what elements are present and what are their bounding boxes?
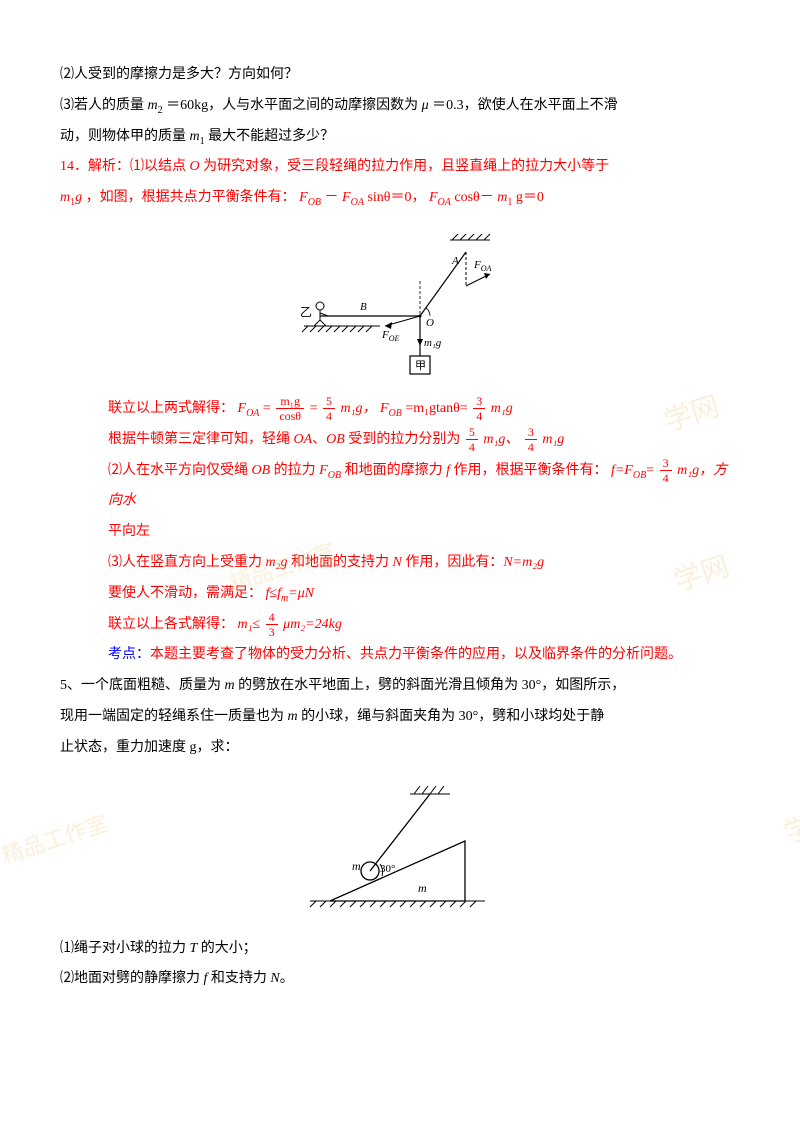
q5-part2: ⑵地面对劈的静摩擦力 f 和支持力 N。 bbox=[60, 964, 740, 995]
watermark: 精品工作室 bbox=[0, 800, 115, 880]
var-m2: m bbox=[148, 98, 158, 113]
sub: 2 bbox=[158, 105, 163, 116]
text: sinθ＝0， bbox=[367, 190, 425, 205]
sol-part3-b: 要使人不滑动，需满足： f≤fm=μN bbox=[108, 579, 740, 610]
label-jia: 甲 bbox=[415, 360, 426, 372]
label-person: 乙 bbox=[300, 305, 312, 319]
label-angle: 30° bbox=[380, 863, 395, 875]
text: ＝0.3，欲使人在水平面上不滑 bbox=[432, 98, 618, 113]
text: － bbox=[325, 190, 339, 205]
text: 为研究对象，受三段轻绳的拉力作用，且竖直绳上的拉力大小等于 bbox=[203, 159, 609, 174]
sol-part2b: 平向左 bbox=[108, 517, 740, 548]
sub: OA bbox=[438, 197, 451, 208]
sub: OB bbox=[308, 197, 321, 208]
q5-line1: 5、一个底面粗糙、质量为 m 的劈放在水平地面上，劈的斜面光滑且倾角为 30°，… bbox=[60, 671, 740, 702]
q5-line3: 止状态，重力加速度 g，求： bbox=[60, 733, 740, 764]
label-m-ball: m bbox=[352, 859, 361, 873]
q14-solution-line1: 14．解析：⑴以结点 O 为研究对象，受三段轻绳的拉力作用，且竖直绳上的拉力大小… bbox=[60, 152, 740, 183]
label-B: B bbox=[360, 301, 367, 313]
sol-part3-a: ⑶人在竖直方向上受重力 m₂g 和地面的支持力 N 作用，因此有：N=m₂g bbox=[108, 548, 740, 579]
sol-kaodian: 考点：本题主要考查了物体的受力分析、共点力平衡条件的应用，以及临界条件的分析问题… bbox=[108, 640, 740, 671]
label-m1g: m₁g bbox=[424, 337, 442, 349]
wedge-diagram-svg: m 30° m bbox=[300, 776, 500, 926]
sub: 1 bbox=[507, 197, 512, 208]
text: cosθ－ bbox=[454, 190, 493, 205]
text: g＝0 bbox=[516, 190, 544, 205]
text: ⑶若人的质量 bbox=[60, 98, 148, 113]
sub: OA bbox=[351, 197, 364, 208]
sol-part2: ⑵人在水平方向仅受绳 OB 的拉力 FOB 和地面的摩擦力 f 作用，根据平衡条… bbox=[108, 456, 740, 518]
var: F bbox=[429, 190, 438, 205]
var: F bbox=[299, 190, 308, 205]
text: 最大不能超过多少？ bbox=[208, 129, 334, 144]
text: 14．解析：⑴以结点 bbox=[60, 159, 190, 174]
svg-text:FOE: FOE bbox=[381, 329, 400, 343]
svg-text:FOA: FOA bbox=[473, 259, 492, 273]
q14-solution-line2: m1g ，如图，根据共点力平衡条件有： FOB － FOA sinθ＝0， FO… bbox=[60, 183, 740, 214]
label-O: O bbox=[426, 317, 434, 329]
var: m bbox=[60, 190, 70, 205]
rope-force-diagram-svg: A FOA O B 乙 FOE m₁g 甲 bbox=[290, 226, 510, 386]
figure-wedge-diagram: 学网 精品工作室 m 30° m bbox=[60, 776, 740, 926]
q14-part2: ⑵人受到的摩擦力是多大？方向如何？ bbox=[60, 60, 740, 91]
sol-newton3: 根据牛顿第三定律可知，轻绳 OA、OB 受到的拉力分别为 54 m₁g、 34 … bbox=[108, 425, 740, 456]
text: ＝60kg，人与水平面之间的动摩擦因数为 bbox=[166, 98, 422, 113]
var: m bbox=[497, 190, 507, 205]
q14-part3-line1: ⑶若人的质量 m2 ＝60kg，人与水平面之间的动摩擦因数为 μ ＝0.3，欲使… bbox=[60, 91, 740, 122]
figure-rope-diagram: A FOA O B 乙 FOE m₁g 甲 bbox=[60, 226, 740, 386]
sol-eq1: 联立以上两式解得： FOA = m₁gcosθ = 54 m₁g， FOB =m… bbox=[108, 394, 740, 425]
var: g bbox=[75, 190, 82, 205]
sol-part3-c: 联立以上各式解得： m₁≤ 43 μm₂=24kg bbox=[108, 610, 740, 641]
text: ，如图，根据共点力平衡条件有： bbox=[86, 190, 296, 205]
q5-line2: 现用一端固定的轻绳系住一质量也为 m 的小球，绳与斜面夹角为 30°，劈和小球均… bbox=[60, 702, 740, 733]
q14-part3-line2: 动，则物体甲的质量 m1 最大不能超过多少？ bbox=[60, 122, 740, 153]
sub: 1 bbox=[200, 135, 205, 146]
label-A: A bbox=[451, 255, 459, 267]
var: F bbox=[342, 190, 351, 205]
q5-part1: ⑴绳子对小球的拉力 T 的大小； bbox=[60, 934, 740, 965]
var-m1: m bbox=[190, 129, 200, 144]
watermark: 学网 bbox=[776, 788, 800, 864]
solution-detail-block: 学网 学网 精品工作室 联立以上两式解得： FOA = m₁gcosθ = 54… bbox=[108, 394, 740, 671]
var-O: O bbox=[190, 159, 200, 174]
text: 动，则物体甲的质量 bbox=[60, 129, 190, 144]
var-mu: μ bbox=[422, 98, 429, 113]
label-m-wedge: m bbox=[418, 881, 427, 895]
